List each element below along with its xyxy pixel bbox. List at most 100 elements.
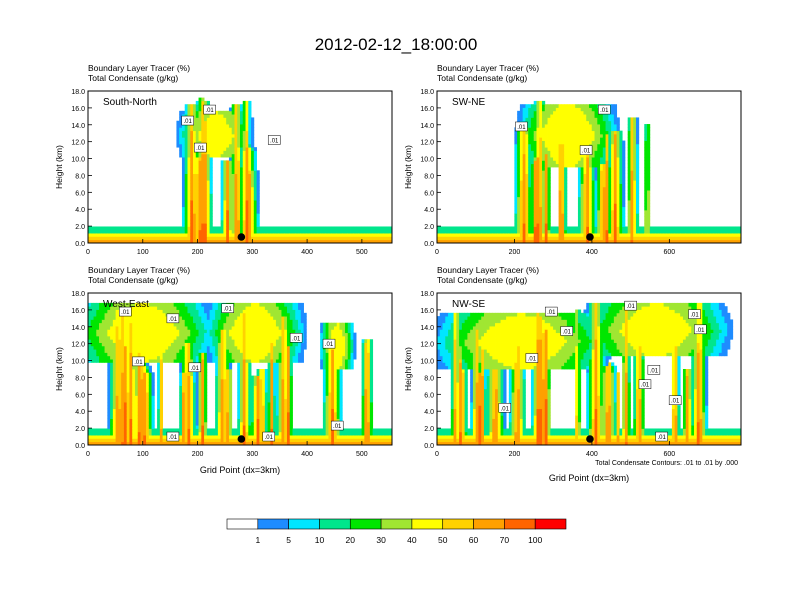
- field-cell: [140, 405, 144, 410]
- field-cell: [591, 209, 595, 214]
- field-cell: [671, 239, 676, 244]
- field-cell: [622, 226, 626, 231]
- field-cell: [635, 147, 640, 151]
- field-cell: [245, 229, 249, 234]
- field-cell: [184, 110, 188, 115]
- field-cell: [223, 167, 227, 171]
- field-cell: [176, 332, 180, 337]
- field-cell: [630, 124, 634, 128]
- field-cell: [123, 408, 128, 413]
- field-cell: [115, 233, 119, 237]
- field-cell: [608, 239, 612, 244]
- field-cell: [90, 329, 94, 334]
- field-cell: [550, 160, 554, 165]
- field-cell: [544, 236, 548, 241]
- field-cell: [215, 239, 219, 244]
- field-cell: [495, 236, 499, 241]
- field-cell: [190, 355, 194, 360]
- field-cell: [195, 114, 199, 118]
- field-cell: [93, 326, 97, 330]
- field-cell: [226, 140, 230, 145]
- field-cell: [530, 133, 535, 138]
- field-cell: [206, 163, 210, 168]
- field-cell: [525, 200, 529, 204]
- field-cell: [184, 378, 188, 383]
- field-cell: [514, 176, 518, 181]
- field-cell: [176, 236, 180, 241]
- field-cell: [121, 326, 125, 330]
- field-cell: [685, 226, 689, 231]
- field-cell: [536, 229, 540, 234]
- field-cell: [611, 200, 615, 204]
- field-cell: [514, 200, 518, 204]
- field-cell: [223, 233, 227, 237]
- field-cell: [187, 408, 191, 413]
- field-cell: [611, 150, 615, 155]
- field-cell: [732, 226, 736, 231]
- field-cell: [525, 183, 529, 188]
- field-cell: [123, 316, 128, 320]
- field-cell: [630, 163, 634, 168]
- field-cell: [240, 239, 244, 244]
- field-cell: [264, 226, 269, 231]
- panel-1: Boundary Layer Tracer (%)Total Condensat…: [403, 63, 742, 256]
- field-cell: [112, 425, 117, 429]
- field-cell: [240, 216, 244, 221]
- field-cell: [132, 441, 136, 446]
- field-cell: [176, 124, 180, 128]
- field-cell: [635, 167, 640, 171]
- field-cell: [104, 431, 108, 436]
- field-cell: [154, 435, 158, 439]
- field-cell: [217, 236, 222, 241]
- field-cell: [223, 219, 227, 224]
- field-cell: [93, 428, 97, 433]
- field-cell: [159, 359, 164, 363]
- field-cell: [611, 114, 615, 118]
- field-cell: [88, 302, 92, 307]
- field-cell: [240, 140, 244, 145]
- field-cell: [514, 203, 518, 208]
- field-cell: [129, 408, 133, 413]
- field-cell: [231, 209, 235, 214]
- field-cell: [311, 233, 316, 237]
- field-cell: [525, 176, 529, 181]
- field-cell: [729, 229, 734, 234]
- field-cell: [555, 239, 559, 244]
- field-cell: [536, 176, 540, 181]
- field-cell: [530, 170, 535, 174]
- field-cell: [245, 226, 249, 231]
- field-cell: [157, 402, 161, 406]
- field-cell: [611, 206, 615, 211]
- field-cell: [129, 372, 133, 376]
- field-cell: [671, 226, 676, 231]
- field-cell: [143, 378, 147, 383]
- field-cell: [635, 233, 640, 237]
- field-cell: [168, 306, 172, 310]
- field-cell: [688, 226, 692, 231]
- field-cell: [647, 209, 651, 214]
- field-cell: [228, 213, 233, 217]
- field-cell: [555, 157, 559, 161]
- field-cell: [613, 223, 618, 227]
- field-cell: [181, 329, 186, 334]
- field-cell: [237, 200, 241, 204]
- field-cell: [220, 124, 224, 128]
- field-cell: [234, 160, 238, 165]
- field-cell: [622, 153, 626, 158]
- field-cell: [99, 319, 103, 324]
- field-cell: [367, 233, 371, 237]
- field-cell: [231, 183, 235, 188]
- field-cell: [558, 133, 562, 138]
- field-cell: [328, 236, 332, 241]
- location-marker: [586, 233, 594, 241]
- field-cell: [575, 150, 579, 155]
- field-cell: [146, 385, 150, 390]
- field-cell: [647, 160, 651, 165]
- field-cell: [635, 213, 640, 217]
- field-cell: [630, 127, 634, 132]
- field-cell: [237, 137, 241, 141]
- field-cell: [217, 226, 222, 231]
- field-cell: [525, 190, 529, 194]
- field-cell: [90, 322, 94, 327]
- field-cell: [206, 200, 210, 204]
